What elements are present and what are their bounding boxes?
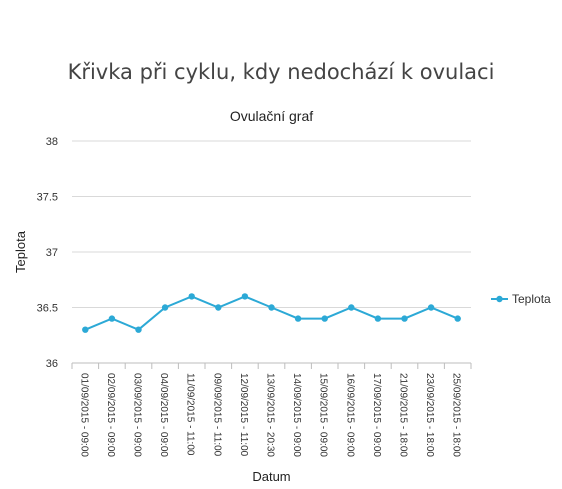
x-tick-label: 15/09/2015 - 09:00 (318, 373, 329, 457)
x-tick-label: 25/09/2015 - 18:00 (451, 373, 462, 457)
page-title: Křivka při cyklu, kdy nedochází k ovulac… (67, 60, 495, 84)
y-axis-label: Teplota (13, 230, 28, 273)
data-point (135, 326, 142, 333)
data-point (427, 304, 435, 311)
data-point (268, 304, 275, 311)
x-tick-label: 09/09/2015 - 11:00 (211, 373, 222, 457)
x-tick-label: 14/09/2015 - 09:00 (291, 373, 302, 457)
legend: Teplota (491, 292, 551, 306)
y-tick-label: 37.5 (37, 192, 58, 204)
x-tick-label: 02/09/2015 - 09:00 (105, 373, 116, 457)
data-point (321, 315, 328, 322)
x-tick-label: 23/09/2015 - 18:00 (424, 373, 435, 457)
data-point (374, 315, 382, 322)
x-axis (71, 362, 472, 369)
data-point (108, 315, 116, 322)
data-point (82, 326, 89, 333)
data-point (294, 315, 302, 322)
data-point (188, 293, 195, 300)
data-point (348, 304, 355, 311)
data-point (215, 304, 222, 311)
legend-label-teplota: Teplota (512, 292, 551, 306)
grid-lines (72, 140, 471, 364)
x-tick-label: 11/09/2015 - 11:00 (185, 373, 196, 456)
x-tick-label: 01/09/2015 - 09:00 (78, 373, 89, 457)
x-tick-label: 12/09/2015 - 11:00 (238, 373, 249, 457)
data-point (454, 315, 461, 322)
data-point (241, 293, 249, 300)
x-axis-ticks: 01/09/2015 - 09:00 02/09/2015 - 09:00 03/0… (78, 373, 461, 457)
series-line (84, 295, 459, 331)
legend-marker-teplota (496, 295, 503, 303)
y-axis-ticks: 36 36.5 37 37.5 38 (37, 136, 58, 370)
series-teplota (82, 293, 461, 333)
y-tick-label: 36.5 (37, 303, 58, 315)
x-tick-label: 03/09/2015 - 09:00 (132, 373, 143, 457)
y-tick-label: 37 (46, 247, 58, 259)
y-tick-label: 38 (46, 136, 58, 148)
y-tick-label: 36 (46, 358, 58, 370)
x-tick-label: 04/09/2015 - 09:00 (158, 373, 169, 457)
chart-title: Ovulační graf (230, 108, 313, 124)
data-point (161, 304, 169, 311)
data-point (401, 315, 408, 322)
x-tick-label: 21/09/2015 - 18:00 (398, 373, 409, 457)
x-tick-label: 16/09/2015 - 09:00 (344, 373, 355, 457)
x-axis-label: Datum (252, 469, 290, 484)
x-tick-label: 17/09/2015 - 09:00 (371, 373, 382, 457)
x-tick-label: 13/09/2015 - 20:30 (265, 373, 276, 457)
